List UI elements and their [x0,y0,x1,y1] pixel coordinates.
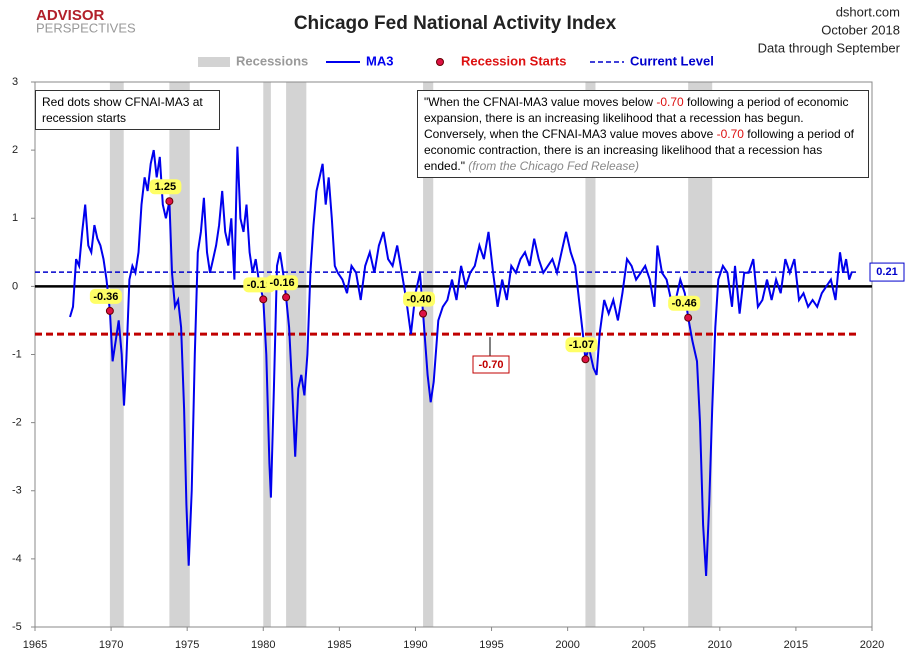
recession [286,82,307,627]
x-tick-label: 1990 [403,639,427,651]
x-tick-label: 1985 [327,639,351,651]
x-tick-label: 1970 [99,639,123,651]
dot-label: -0.40 [407,294,432,306]
recession [169,82,190,627]
note-box: Red dots show CFNAI-MA3 at recession sta… [35,90,220,130]
quote-box: "When the CFNAI-MA3 value moves below -0… [417,90,869,178]
threshold-label-box [472,355,510,374]
brand-line1: ADVISOR [36,7,105,24]
x-tick-label: 2005 [631,639,655,651]
dot-label: -0.36 [93,291,118,303]
x-tick-label: 2020 [860,639,884,651]
quote: "When the CFNAI-MA3 value moves below [424,95,657,109]
quote: following a period of economic expansion… [424,95,849,141]
legend-label: Recession Starts [461,53,567,68]
recession-start-dot [165,197,174,206]
x-tick-label: 1975 [175,639,199,651]
dot-label-box [668,295,701,311]
brand-line2: PERSPECTIVES [36,20,136,35]
recession-start-dot [259,295,268,304]
y-tick-label: 3 [12,76,18,88]
y-tick-label: -3 [12,485,22,497]
source: dshort.com [836,4,900,19]
y-tick-label: 0 [12,280,18,292]
dot-label: -1.07 [569,339,594,351]
dot-label: -0.16 [270,277,295,289]
quote-value: -0.70 [656,95,684,109]
x-tick-label: 2000 [555,639,579,651]
chart-title: Chicago Fed National Activity Index [294,13,617,34]
legend-label: MA3 [366,53,393,68]
y-tick-label: -4 [12,553,22,565]
quote-value: -0.70 [716,127,744,141]
quote: following a period of economic contracti… [424,127,855,173]
threshold-label: -0.70 [478,359,503,371]
dot-label: -0.19 [247,279,272,291]
note: Red dots show CFNAI-MA3 at recession sta… [42,95,203,125]
y-tick-label: 2 [12,144,18,156]
recession-start-dot [684,313,693,322]
dot-label-box [403,291,436,307]
legend-swatch [436,58,444,66]
x-tick-label: 1980 [251,639,275,651]
legend-label: Current Level [630,53,714,68]
quote-source: (from the Chicago Fed Release) [468,159,640,173]
dot-label-box [565,337,598,353]
source: Data through September [758,40,901,55]
current-level-box [869,262,905,282]
x-tick-label: 1965 [23,639,47,651]
dot-label-box [149,179,182,195]
source: October 2018 [821,22,900,37]
y-tick-label: -5 [12,621,22,633]
dot-label-box [89,288,122,304]
recession-start-dot [282,293,291,302]
series-line [69,146,853,576]
y-tick-label: -2 [12,417,22,429]
x-tick-label: 2010 [708,639,732,651]
x-tick-label: 2015 [784,639,808,651]
current-level-label: 0.21 [876,266,897,278]
recession-start-dot [105,306,114,315]
dot-label: -0.46 [672,298,697,310]
recession [109,82,124,627]
dot-label-box [266,275,299,291]
legend-label: Recessions [236,53,308,68]
recession [423,82,434,627]
y-tick-label: 1 [12,212,18,224]
x-tick-label: 1995 [479,639,503,651]
y-tick-label: -1 [12,348,22,360]
legend-swatch [198,57,230,67]
dot-label: 1.25 [155,181,176,193]
recession-start-dot [581,355,590,364]
recession-start-dot [419,309,428,318]
